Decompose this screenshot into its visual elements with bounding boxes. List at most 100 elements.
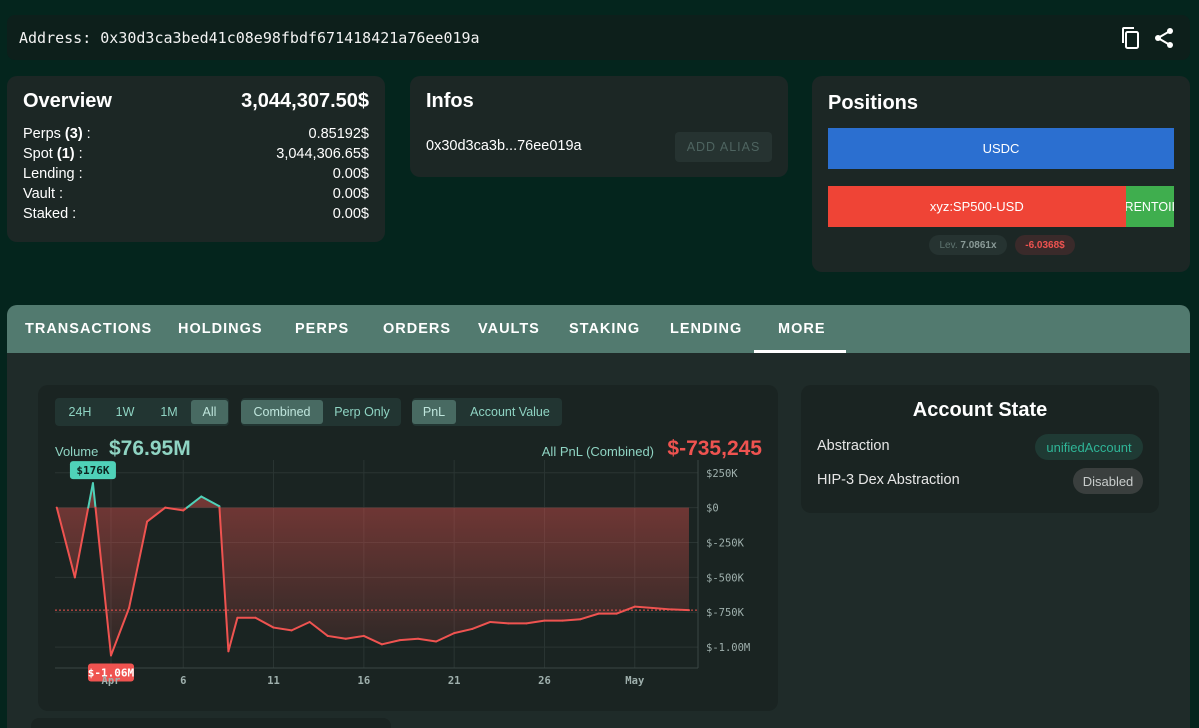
y-tick-label: $-750K xyxy=(706,607,745,619)
pnl-line-segment xyxy=(326,634,347,640)
tab-vaults[interactable]: VAULTS xyxy=(478,321,540,337)
pnl-line-segment xyxy=(200,495,221,508)
tab-staking[interactable]: STAKING xyxy=(569,321,641,337)
x-tick-label: 26 xyxy=(538,675,551,687)
pnl-line-segment xyxy=(146,506,167,523)
pnl-line-segment xyxy=(344,634,365,640)
pnl-line-segment xyxy=(417,637,438,643)
range-24h[interactable]: 24H xyxy=(68,405,92,419)
tab-perps[interactable]: PERPS xyxy=(295,321,350,337)
pnl-line-segment xyxy=(254,616,275,629)
tab-bar: TRANSACTIONS HOLDINGS PERPS ORDERS VAULT… xyxy=(7,305,1190,353)
pnl-area xyxy=(56,483,689,656)
metric-account-value[interactable]: Account Value xyxy=(470,405,550,419)
pnl-line-segment xyxy=(525,619,546,625)
pnl-line-segment xyxy=(435,632,456,643)
short-address: 0x30d3ca3b...76ee019a xyxy=(426,138,582,154)
position-pnl-pill: -6.0368$ xyxy=(1015,235,1075,255)
pnl-line-segment xyxy=(290,620,311,632)
y-tick-label: $-250K xyxy=(706,538,745,550)
pnl-line-segment xyxy=(380,639,401,646)
pnl-line-segment xyxy=(362,634,383,646)
pnl-line-segment xyxy=(272,626,293,632)
position-side-segment: RENTOII xyxy=(1125,186,1174,227)
active-tab-indicator xyxy=(754,350,846,353)
pnl-line-segment xyxy=(453,627,474,635)
tab-more[interactable]: MORE xyxy=(778,321,826,337)
lower-card-edge xyxy=(31,718,391,728)
pnl-line-segment xyxy=(87,482,94,509)
positions-card: Positions USDC xyz:SP500-USD RENTOII Lev… xyxy=(812,76,1190,272)
share-icon[interactable] xyxy=(1151,25,1177,51)
position-perp-segment: xyz:SP500-USD xyxy=(828,186,1126,227)
pnl-line-segment xyxy=(109,607,131,657)
mode-combined[interactable]: Combined xyxy=(241,400,323,424)
y-tick-label: $0 xyxy=(706,503,719,515)
pnl-line-segment xyxy=(579,612,600,621)
x-tick-label: May xyxy=(625,675,645,687)
overview-row-staked: Staked : 0.00$ xyxy=(23,206,369,222)
overview-card: Overview 3,044,307.50$ Perps (3) : 0.851… xyxy=(7,76,385,242)
pnl-chart: $176K $-1.06M $250K $0 $-250K $-500K $-750K $-… xyxy=(55,460,750,687)
range-1w[interactable]: 1W xyxy=(115,405,135,419)
overview-row-perps: Perps (3) : 0.85192$ xyxy=(23,126,369,142)
leverage-pill: Lev. 7.0861x xyxy=(929,235,1007,255)
pnl-line-segment xyxy=(164,506,185,512)
range-1m[interactable]: 1M xyxy=(160,405,178,419)
add-alias-button[interactable]: ADD ALIAS xyxy=(675,132,772,162)
pnl-line-segment xyxy=(94,506,112,657)
overview-row-spot: Spot (1) : 3,044,306.65$ xyxy=(23,146,369,162)
copy-icon[interactable] xyxy=(1118,25,1144,51)
x-tick-label: 21 xyxy=(448,675,461,687)
address-bar: Address: 0x30d3ca3bed41c08e98fbdf6714184… xyxy=(7,15,1190,60)
pnl-line-segment xyxy=(73,506,90,579)
overview-row-lending: Lending : 0.00$ xyxy=(23,166,369,182)
position-side-label: RENTOII xyxy=(1125,199,1174,214)
hip3-label: HIP-3 Dex Abstraction xyxy=(817,472,960,488)
y-tick-label: $-500K xyxy=(706,572,745,584)
position-usdc-bar[interactable]: USDC xyxy=(828,128,1174,169)
range-all[interactable]: All xyxy=(191,400,228,424)
max-value-tag xyxy=(69,461,116,480)
position-perp-bar[interactable]: xyz:SP500-USD RENTOII xyxy=(828,186,1174,227)
pnl-line-segment xyxy=(471,620,492,630)
y-tick-label: $-1.00M xyxy=(706,642,750,654)
hip3-value-tag: Disabled xyxy=(1073,468,1143,494)
tab-orders[interactable]: ORDERS xyxy=(383,321,452,337)
tab-lending[interactable]: LENDING xyxy=(670,321,743,337)
overview-row-vault: Vault : 0.00$ xyxy=(23,186,369,202)
tab-holdings[interactable]: HOLDINGS xyxy=(178,321,263,337)
mode-perp-only[interactable]: Perp Only xyxy=(334,405,390,419)
pnl-line-segment xyxy=(218,506,230,653)
x-tick-label: Apr xyxy=(102,675,121,687)
pnl-line-segment xyxy=(308,620,329,637)
volume-value: $76.95M xyxy=(109,437,191,460)
tab-panel: TRANSACTIONS HOLDINGS PERPS ORDERS VAULT… xyxy=(7,305,1190,728)
y-tick-label: $250K xyxy=(706,468,738,480)
pnl-line-segment xyxy=(185,495,203,509)
all-pnl-value: $-735,245 xyxy=(667,437,762,460)
positions-title: Positions xyxy=(828,92,919,114)
pnl-line-segment xyxy=(398,637,420,642)
pnl-line-segment xyxy=(669,608,690,612)
overview-title: Overview xyxy=(23,90,112,112)
pnl-line-segment xyxy=(227,616,239,653)
abstraction-label: Abstraction xyxy=(817,438,890,454)
pnl-chart-card: 24H 1W 1M All Combined Perp Only PnL Acc… xyxy=(38,385,778,711)
volume-label: Volume xyxy=(55,444,99,459)
max-value-label: $176K xyxy=(76,464,109,477)
overview-total: 3,044,307.50$ xyxy=(241,90,369,112)
account-state-title: Account State xyxy=(912,399,1048,421)
pnl-line-segment xyxy=(633,605,654,610)
x-tick-label: 16 xyxy=(358,675,371,687)
infos-title: Infos xyxy=(426,90,474,112)
tab-transactions[interactable]: TRANSACTIONS xyxy=(25,321,153,337)
pnl-line-segment xyxy=(561,618,582,622)
infos-card: Infos 0x30d3ca3b...76ee019a ADD ALIAS xyxy=(410,76,788,177)
abstraction-value-tag: unifiedAccount xyxy=(1035,434,1143,460)
address-text: Address: 0x30d3ca3bed41c08e98fbdf6714184… xyxy=(19,29,480,47)
position-usdc-label: USDC xyxy=(982,141,1020,156)
pnl-line-segment xyxy=(55,506,76,579)
metric-pnl[interactable]: PnL xyxy=(412,400,456,424)
pnl-line-segment xyxy=(128,520,149,610)
